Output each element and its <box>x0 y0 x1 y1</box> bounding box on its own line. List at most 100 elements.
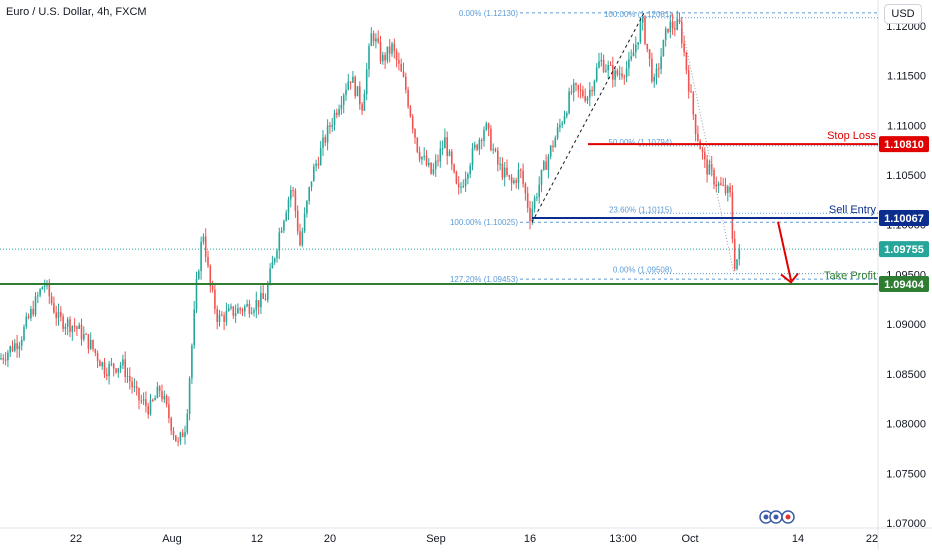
candle-body <box>674 28 676 30</box>
candle-body <box>365 69 368 94</box>
candle-body <box>501 163 504 178</box>
candle-body <box>223 315 225 322</box>
candle-body <box>133 386 136 388</box>
candle-body <box>87 334 90 349</box>
candle-body <box>55 312 57 319</box>
candle-body <box>7 352 9 361</box>
candle-body <box>738 249 741 260</box>
level-price-label: 1.10810 <box>884 139 924 151</box>
candle-body <box>616 70 619 75</box>
candle-body <box>552 145 554 148</box>
candle-body <box>294 190 297 211</box>
candle-body <box>586 97 589 101</box>
candle-body <box>34 296 37 315</box>
candle-body <box>244 306 246 312</box>
candle-body <box>186 413 189 433</box>
y-tick-label: 1.08000 <box>886 419 926 431</box>
candle-body <box>669 21 672 33</box>
candle-body <box>138 388 140 401</box>
candle-body <box>379 41 382 62</box>
candle-body <box>687 70 690 92</box>
candle-body <box>221 314 223 316</box>
candle-body <box>393 43 396 52</box>
candle-body <box>92 339 94 350</box>
candle-body <box>405 76 407 90</box>
candle-body <box>536 197 538 199</box>
candle-body <box>471 147 474 166</box>
candle-body <box>520 169 522 171</box>
fib-trendline <box>531 12 645 223</box>
candle-body <box>73 325 76 327</box>
candle-body <box>163 395 166 400</box>
candle-body <box>704 152 706 160</box>
candle-body <box>480 139 483 141</box>
candle-body <box>556 127 559 138</box>
candle-body <box>283 220 285 231</box>
candle-body <box>248 304 251 314</box>
candle-body <box>43 285 46 287</box>
candle-body <box>595 67 598 81</box>
candle-body <box>671 21 674 29</box>
y-tick-label: 1.07500 <box>886 468 926 480</box>
candle-body <box>23 326 25 341</box>
candle-body <box>451 151 453 165</box>
x-tick-label: 16 <box>524 533 536 545</box>
candle-body <box>319 147 322 166</box>
candle-body <box>370 33 373 47</box>
candle-body <box>14 343 16 351</box>
candle-body <box>625 68 628 78</box>
candle-body <box>513 180 515 184</box>
candle-body <box>149 399 152 415</box>
candle-body <box>195 278 198 310</box>
candle-body <box>701 149 704 153</box>
candle-body <box>287 199 290 213</box>
currency-button[interactable]: USD <box>884 4 922 24</box>
candle-body <box>48 283 51 297</box>
candle-body <box>683 43 685 53</box>
candle-body <box>630 56 632 60</box>
candle-body <box>598 61 600 68</box>
candle-body <box>715 184 718 187</box>
candle-body <box>508 175 511 178</box>
projection-arrow-line <box>777 221 792 281</box>
y-tick-label: 1.08500 <box>886 369 926 381</box>
candle-body <box>660 56 662 70</box>
candle-body <box>340 104 343 110</box>
candle-body <box>306 200 308 214</box>
candle-body <box>561 123 563 125</box>
candle-body <box>648 49 651 59</box>
candle-body <box>250 312 253 314</box>
candle-body <box>264 298 267 301</box>
candle-body <box>326 125 329 143</box>
candle-body <box>200 241 202 272</box>
candle-body <box>510 177 513 184</box>
candle-body <box>359 86 361 105</box>
candle-body <box>64 326 67 329</box>
candle-body <box>145 399 147 407</box>
candle-body <box>681 21 683 44</box>
candle-body <box>253 310 255 313</box>
x-tick-label: Sep <box>426 533 446 545</box>
candle-body <box>637 42 639 45</box>
candle-body <box>11 346 14 351</box>
candle-body <box>545 161 547 170</box>
candle-body <box>89 339 92 349</box>
candle-body <box>398 60 400 64</box>
candle-body <box>644 17 646 44</box>
candle-body <box>25 316 28 327</box>
candle-body <box>547 156 550 170</box>
candle-body <box>632 52 635 57</box>
candle-body <box>214 289 216 310</box>
x-tick-label: 12 <box>251 533 263 545</box>
candle-body <box>368 46 370 70</box>
candle-body <box>572 83 575 93</box>
candle-body <box>483 129 485 141</box>
candle-body <box>457 183 460 188</box>
candle-body <box>517 169 520 183</box>
candle-body <box>175 435 177 442</box>
fib-label: 100.00% (1.12081) <box>604 10 672 19</box>
candle-body <box>50 296 53 304</box>
candle-body <box>439 148 442 162</box>
